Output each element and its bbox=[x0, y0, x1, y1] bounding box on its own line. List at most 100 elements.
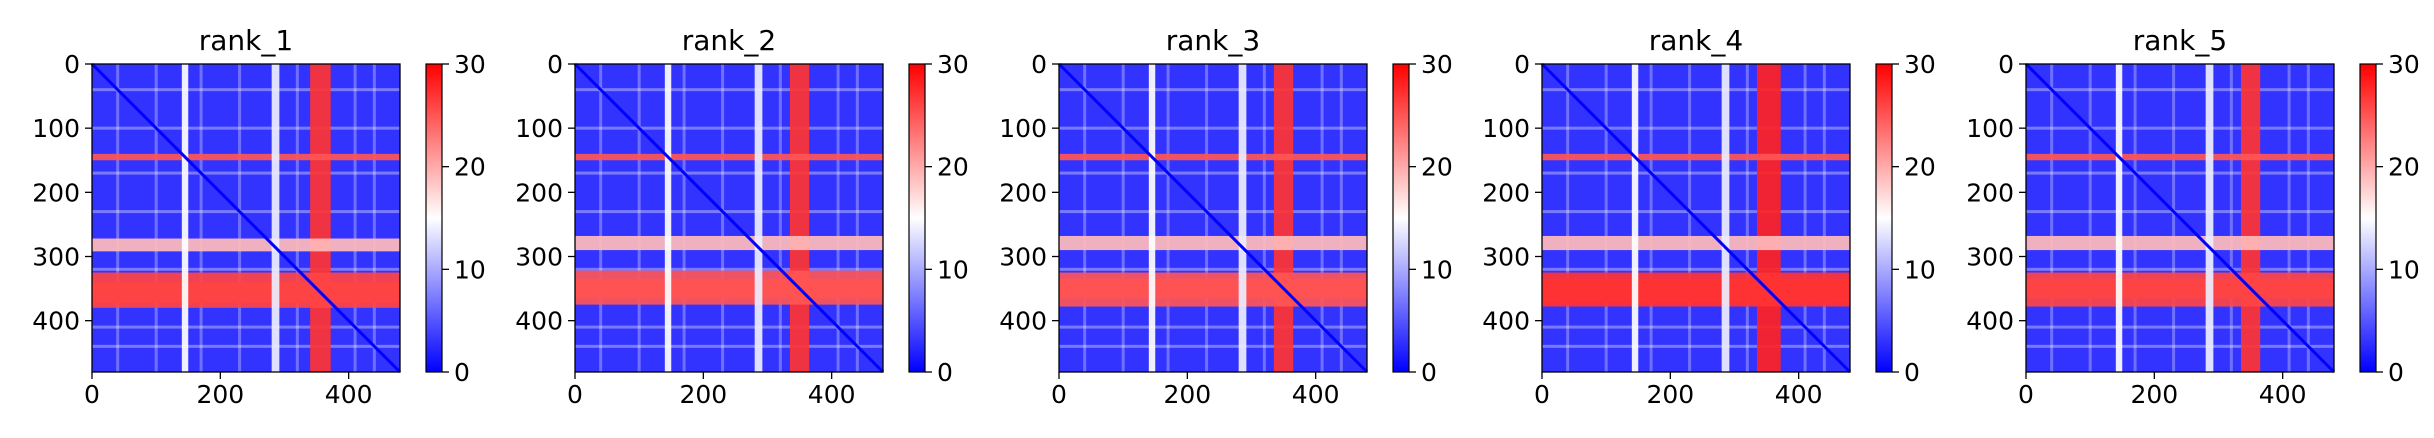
y-tick-label: 400 bbox=[999, 307, 1047, 336]
x-tick-label: 200 bbox=[1163, 380, 1211, 409]
heatmap-hot-col bbox=[789, 64, 810, 372]
heatmap-diagonal bbox=[1057, 62, 1369, 374]
heatmap-faint-row bbox=[1542, 171, 1850, 175]
colorbar-tick-label: 30 bbox=[1904, 50, 1936, 79]
heatmap-hot-col bbox=[2205, 64, 2214, 372]
heatmap-frame bbox=[1058, 63, 1368, 373]
colorbar-tick-label: 20 bbox=[1421, 153, 1453, 182]
x-tick-label: 0 bbox=[2018, 380, 2034, 409]
heatmap-faint-row bbox=[1542, 210, 1850, 214]
colorbar-tick-label: 10 bbox=[2388, 255, 2420, 284]
colorbar-tick-label: 0 bbox=[2388, 358, 2404, 387]
panel-title: rank_1 bbox=[199, 24, 293, 57]
y-tick-label: 300 bbox=[1482, 243, 1530, 272]
heatmap-faint-col bbox=[116, 64, 120, 372]
y-tick-label: 400 bbox=[515, 307, 563, 336]
colorbar bbox=[425, 63, 443, 373]
heatmap-faint-row bbox=[2026, 344, 2334, 348]
y-tick-label: 200 bbox=[999, 178, 1047, 207]
heatmap-faint-row bbox=[2026, 88, 2334, 92]
heatmap-faint-col bbox=[637, 64, 641, 372]
heatmap-faint-col bbox=[2229, 64, 2233, 372]
heatmap-faint-row bbox=[92, 267, 400, 271]
y-tick-label: 100 bbox=[515, 114, 563, 143]
heatmap-faint-row bbox=[1059, 126, 1367, 130]
y-tick-label: 100 bbox=[1482, 114, 1530, 143]
heatmap-faint-col bbox=[778, 64, 782, 372]
heatmap-faint-col bbox=[1339, 64, 1343, 372]
heatmap-hot-col bbox=[181, 64, 189, 372]
y-tick-label: 300 bbox=[32, 243, 80, 272]
heatmap-faint-col bbox=[199, 64, 203, 372]
heatmap-faint-row bbox=[575, 267, 883, 271]
heatmap-faint-col bbox=[721, 64, 725, 372]
heatmap-faint-col bbox=[154, 64, 158, 372]
heatmap-faint-row bbox=[92, 210, 400, 214]
heatmap-faint-row bbox=[2026, 325, 2334, 329]
panel-title: rank_3 bbox=[1166, 24, 1260, 57]
colorbar bbox=[1875, 63, 1893, 373]
heatmap-hot-col bbox=[754, 64, 763, 372]
heatmap-faint-row bbox=[92, 325, 400, 329]
x-tick-label: 400 bbox=[2259, 380, 2307, 409]
colorbar-tick-label: 0 bbox=[937, 358, 953, 387]
y-tick-label: 200 bbox=[1966, 178, 2014, 207]
heatmap-faint-col bbox=[2287, 64, 2291, 372]
y-tick-label: 100 bbox=[32, 114, 80, 143]
heatmap-hot-col bbox=[2240, 64, 2261, 372]
heatmap-faint-row bbox=[1542, 325, 1850, 329]
heatmap-faint-col bbox=[836, 64, 840, 372]
x-tick-label: 0 bbox=[567, 380, 583, 409]
colorbar-tick-label: 20 bbox=[454, 153, 486, 182]
heatmap-hot-col bbox=[1238, 64, 1247, 372]
colorbar-tick-label: 20 bbox=[937, 153, 969, 182]
colorbar-tick-label: 10 bbox=[454, 255, 486, 284]
heatmap-hot-row bbox=[92, 153, 400, 161]
x-tick-label: 200 bbox=[1646, 380, 1694, 409]
heatmap-hot-row bbox=[1059, 153, 1367, 161]
colorbar-tick-label: 30 bbox=[1421, 50, 1453, 79]
heatmap-hot-col bbox=[2115, 64, 2123, 372]
x-tick-label: 0 bbox=[84, 380, 100, 409]
x-tick-label: 400 bbox=[808, 380, 856, 409]
y-tick-label: 200 bbox=[32, 178, 80, 207]
colorbar-tick-label: 30 bbox=[2388, 50, 2420, 79]
panel-title: rank_2 bbox=[682, 24, 776, 57]
heatmap-hot-row bbox=[575, 270, 883, 305]
heatmap-diagonal bbox=[1540, 62, 1852, 374]
heatmap-faint-col bbox=[855, 64, 859, 372]
panel-title: rank_4 bbox=[1649, 24, 1743, 57]
x-tick-label: 0 bbox=[1534, 380, 1550, 409]
heatmap-panel-3: rank_3 0 200 400 0 100 200 300 400 0 10 20 30 bbox=[999, 24, 1453, 409]
heatmap-faint-col bbox=[2306, 64, 2310, 372]
y-tick-label: 300 bbox=[1966, 243, 2014, 272]
heatmap-hot-row bbox=[575, 235, 883, 251]
heatmap-hot-row bbox=[1059, 272, 1367, 307]
heatmap-panel-5: rank_5 0 200 400 0 100 200 300 400 0 10 20 30 bbox=[1966, 24, 2420, 409]
heatmap-faint-col bbox=[1320, 64, 1324, 372]
y-tick-label: 200 bbox=[515, 178, 563, 207]
heatmap-frame bbox=[574, 63, 884, 373]
heatmap-faint-row bbox=[575, 210, 883, 214]
colorbar bbox=[908, 63, 926, 373]
heatmap-faint-col bbox=[238, 64, 242, 372]
heatmap-faint-col bbox=[1604, 64, 1608, 372]
y-tick-label: 300 bbox=[515, 243, 563, 272]
heatmap-faint-col bbox=[372, 64, 376, 372]
heatmap-frame bbox=[1541, 63, 1851, 373]
heatmap-faint-col bbox=[1566, 64, 1570, 372]
heatmap-faint-col bbox=[353, 64, 357, 372]
heatmap-faint-row bbox=[575, 325, 883, 329]
heatmap-hot-row bbox=[1542, 272, 1850, 307]
heatmap-hot-col bbox=[664, 64, 672, 372]
heatmap-frame bbox=[91, 63, 401, 373]
heatmap-panel-4: rank_4 0 200 400 0 100 200 300 400 0 10 20 30 bbox=[1482, 24, 1936, 409]
heatmap-hot-col bbox=[1148, 64, 1156, 372]
heatmap-faint-row bbox=[1542, 344, 1850, 348]
heatmap-hot-col bbox=[310, 64, 331, 372]
heatmap-hot-row bbox=[575, 153, 883, 161]
heatmap-faint-col bbox=[2088, 64, 2092, 372]
heatmap-hot-col bbox=[1756, 64, 1781, 372]
heatmap-faint-col bbox=[1822, 64, 1826, 372]
